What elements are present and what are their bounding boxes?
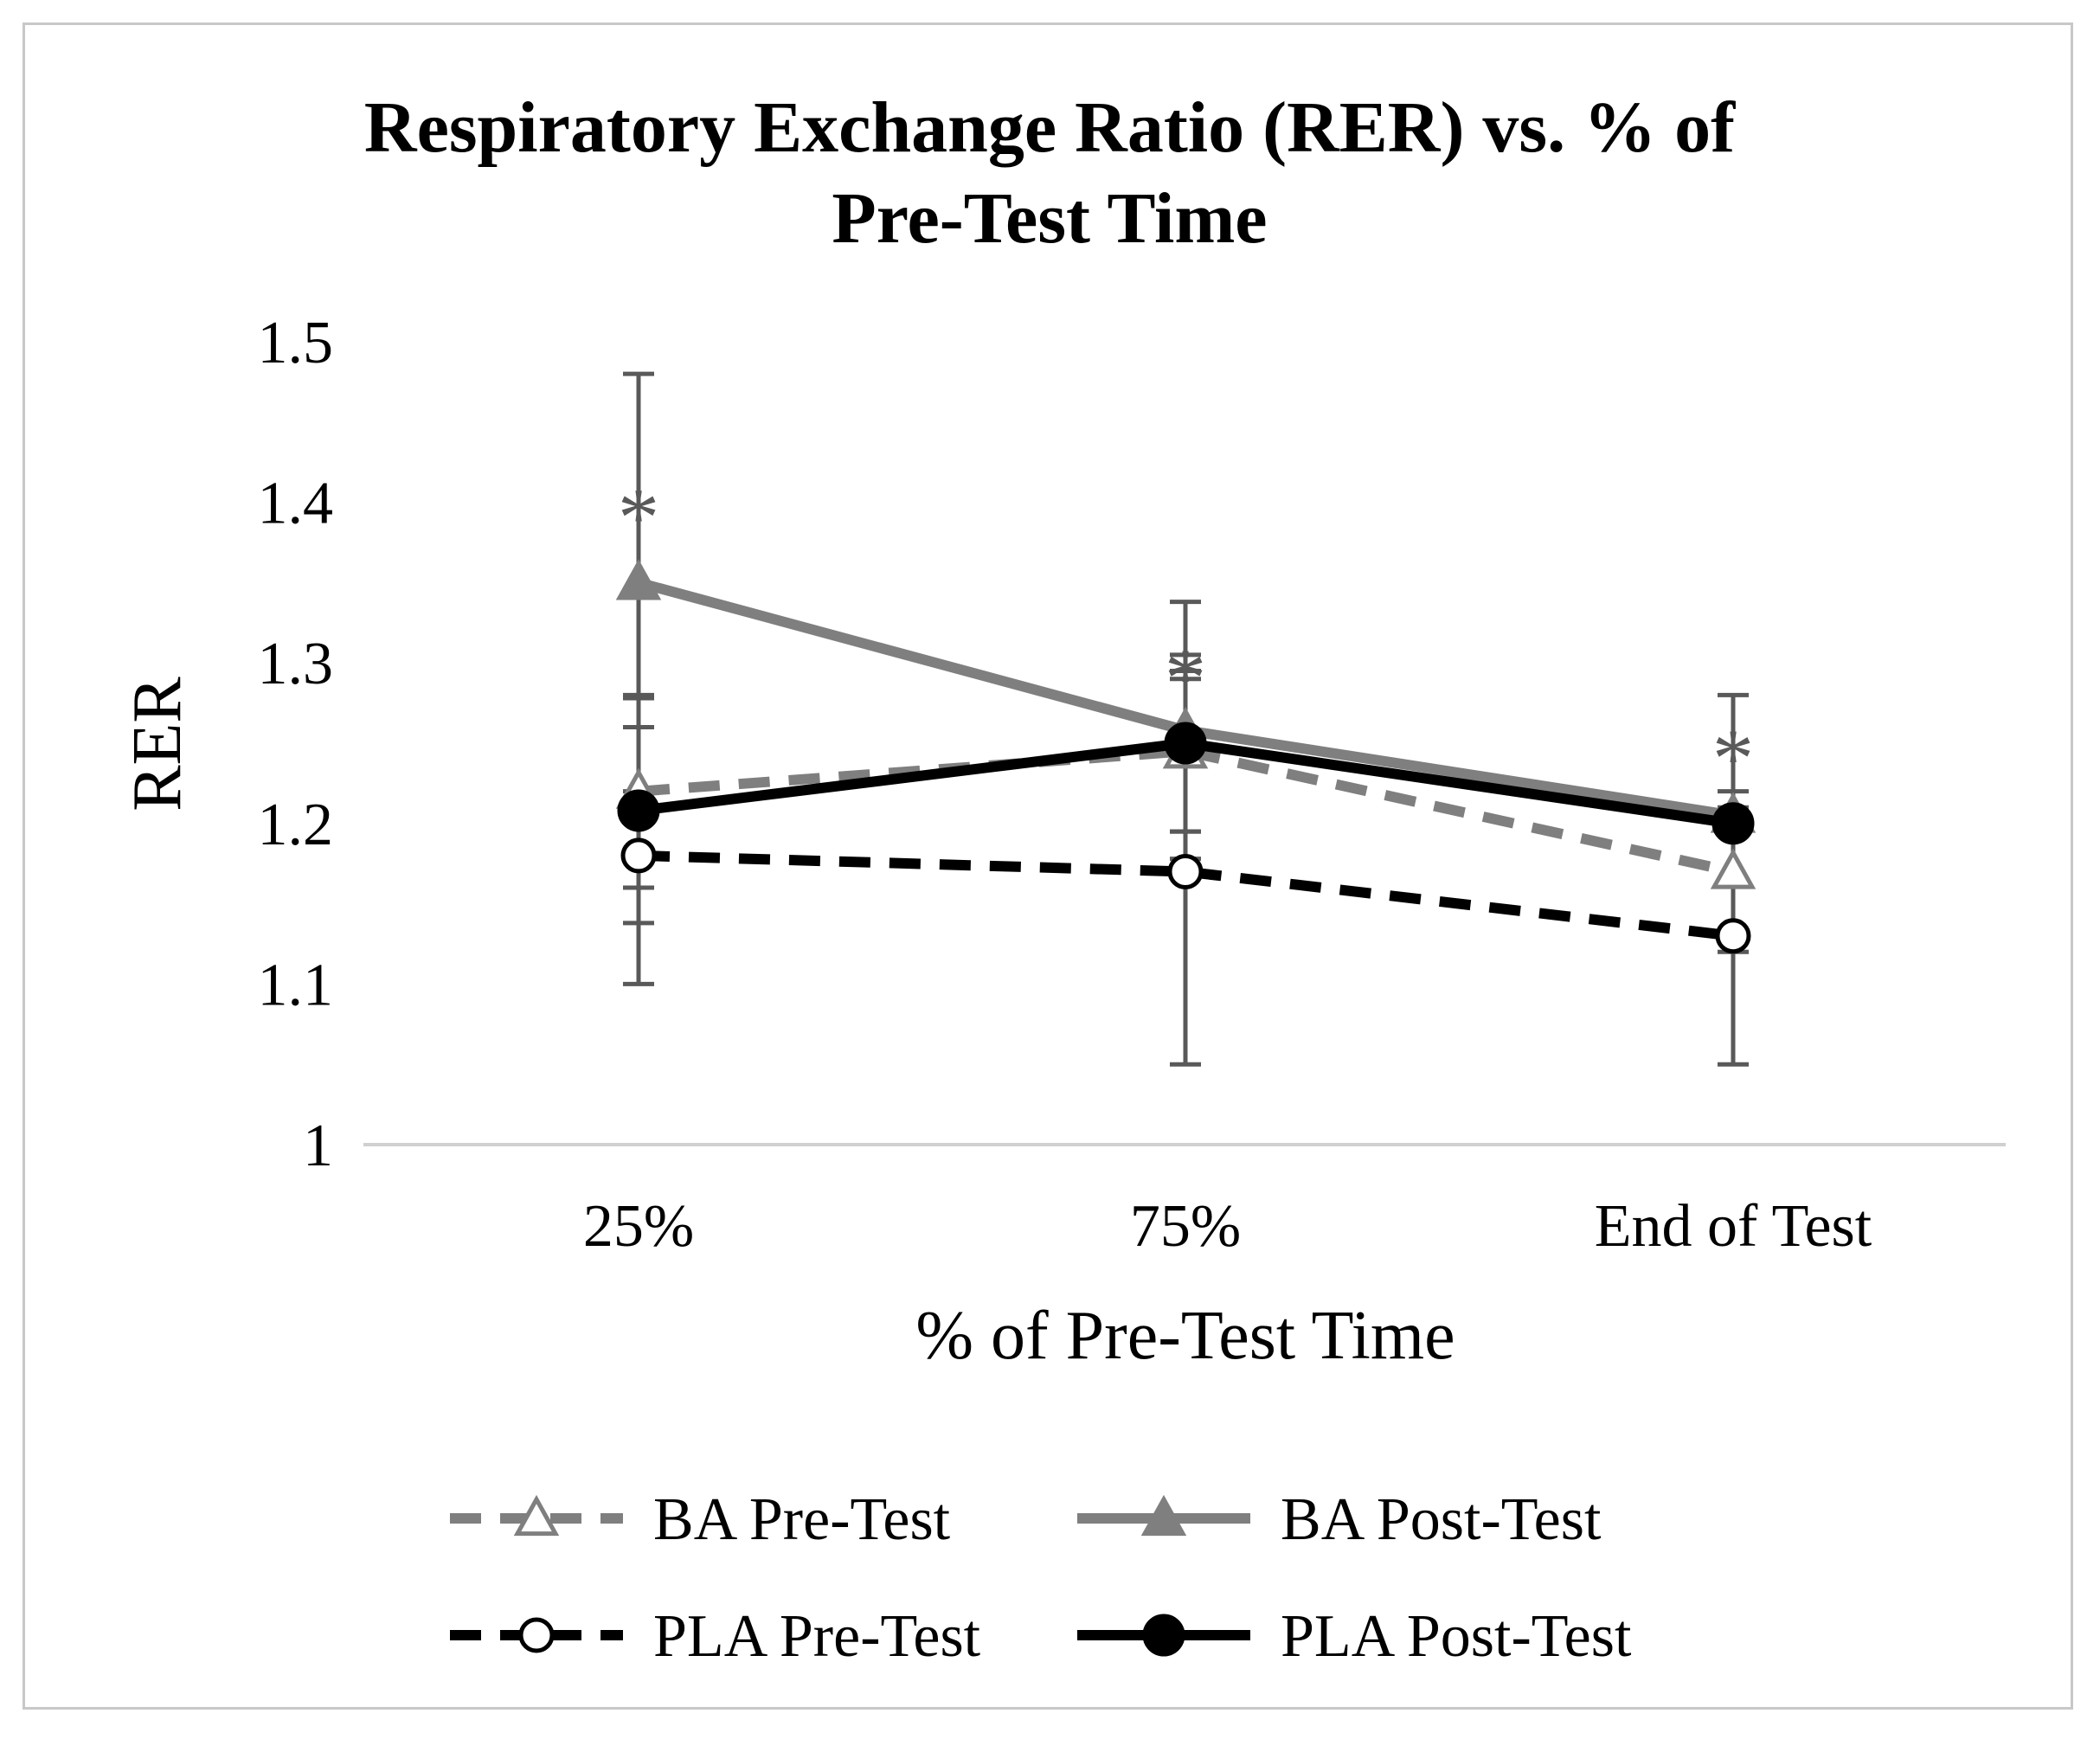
chart-title-line-1: Respiratory Exchange Ratio (RER) vs. % o… xyxy=(364,87,1736,168)
legend-item: BA Pre-Test xyxy=(450,1486,951,1553)
legend-item: PLA Pre-Test xyxy=(450,1603,981,1670)
chart-frame xyxy=(22,22,2073,1710)
y-tick-label: 1.3 xyxy=(258,631,334,697)
x-axis-ticks: 25% 75% End of Test xyxy=(583,1193,1872,1260)
x-axis-label: % of Pre-Test Time xyxy=(915,1298,1455,1374)
data-point-circle xyxy=(1715,918,1751,954)
y-axis-ticks: 1 1.1 1.2 1.3 1.4 1.5 xyxy=(258,310,334,1179)
data-point-circle xyxy=(1142,1614,1185,1657)
legend-item: PLA Post-Test xyxy=(1077,1603,1632,1670)
y-tick-label: 1.4 xyxy=(258,471,334,537)
legend-label: BA Pre-Test xyxy=(653,1486,951,1553)
data-point-circle xyxy=(1167,853,1204,889)
x-tick-label: 25% xyxy=(583,1193,694,1260)
data-point-triangle xyxy=(615,559,662,600)
plot-area: *** xyxy=(615,371,1756,1067)
legend-label: PLA Pre-Test xyxy=(653,1603,981,1670)
series-line xyxy=(638,850,1734,941)
data-point-circle xyxy=(617,789,660,832)
legend-item: BA Post-Test xyxy=(1077,1486,1602,1553)
data-point-triangle xyxy=(1140,1494,1187,1537)
data-point-triangle xyxy=(513,1494,560,1537)
legend-label: BA Post-Test xyxy=(1281,1486,1602,1553)
data-point-circle xyxy=(1711,802,1755,845)
series-line xyxy=(638,746,1735,877)
data-point-circle xyxy=(620,837,657,874)
y-tick-label: 1.5 xyxy=(258,310,334,376)
legend-label: PLA Post-Test xyxy=(1281,1603,1632,1670)
y-axis-label: RER xyxy=(119,677,196,812)
y-tick-label: 1.1 xyxy=(258,952,334,1018)
chart-title-line-2: Pre-Test Time xyxy=(832,178,1267,259)
data-point-circle xyxy=(1164,722,1207,765)
x-tick-label: End of Test xyxy=(1595,1193,1872,1260)
significance-asterisk: * xyxy=(1712,712,1754,805)
y-tick-label: 1 xyxy=(303,1113,333,1179)
series-pla-pre-test xyxy=(620,837,1751,954)
series-pla-post-test xyxy=(617,722,1755,845)
legend: BA Pre-Test BA Post-Test PLA Pre-Test PLA P… xyxy=(450,1486,1632,1670)
x-tick-label: 75% xyxy=(1130,1193,1241,1260)
y-tick-label: 1.2 xyxy=(258,792,334,858)
data-point-triangle xyxy=(1710,848,1756,889)
significance-asterisk: * xyxy=(618,472,659,564)
data-point-circle xyxy=(518,1617,555,1653)
